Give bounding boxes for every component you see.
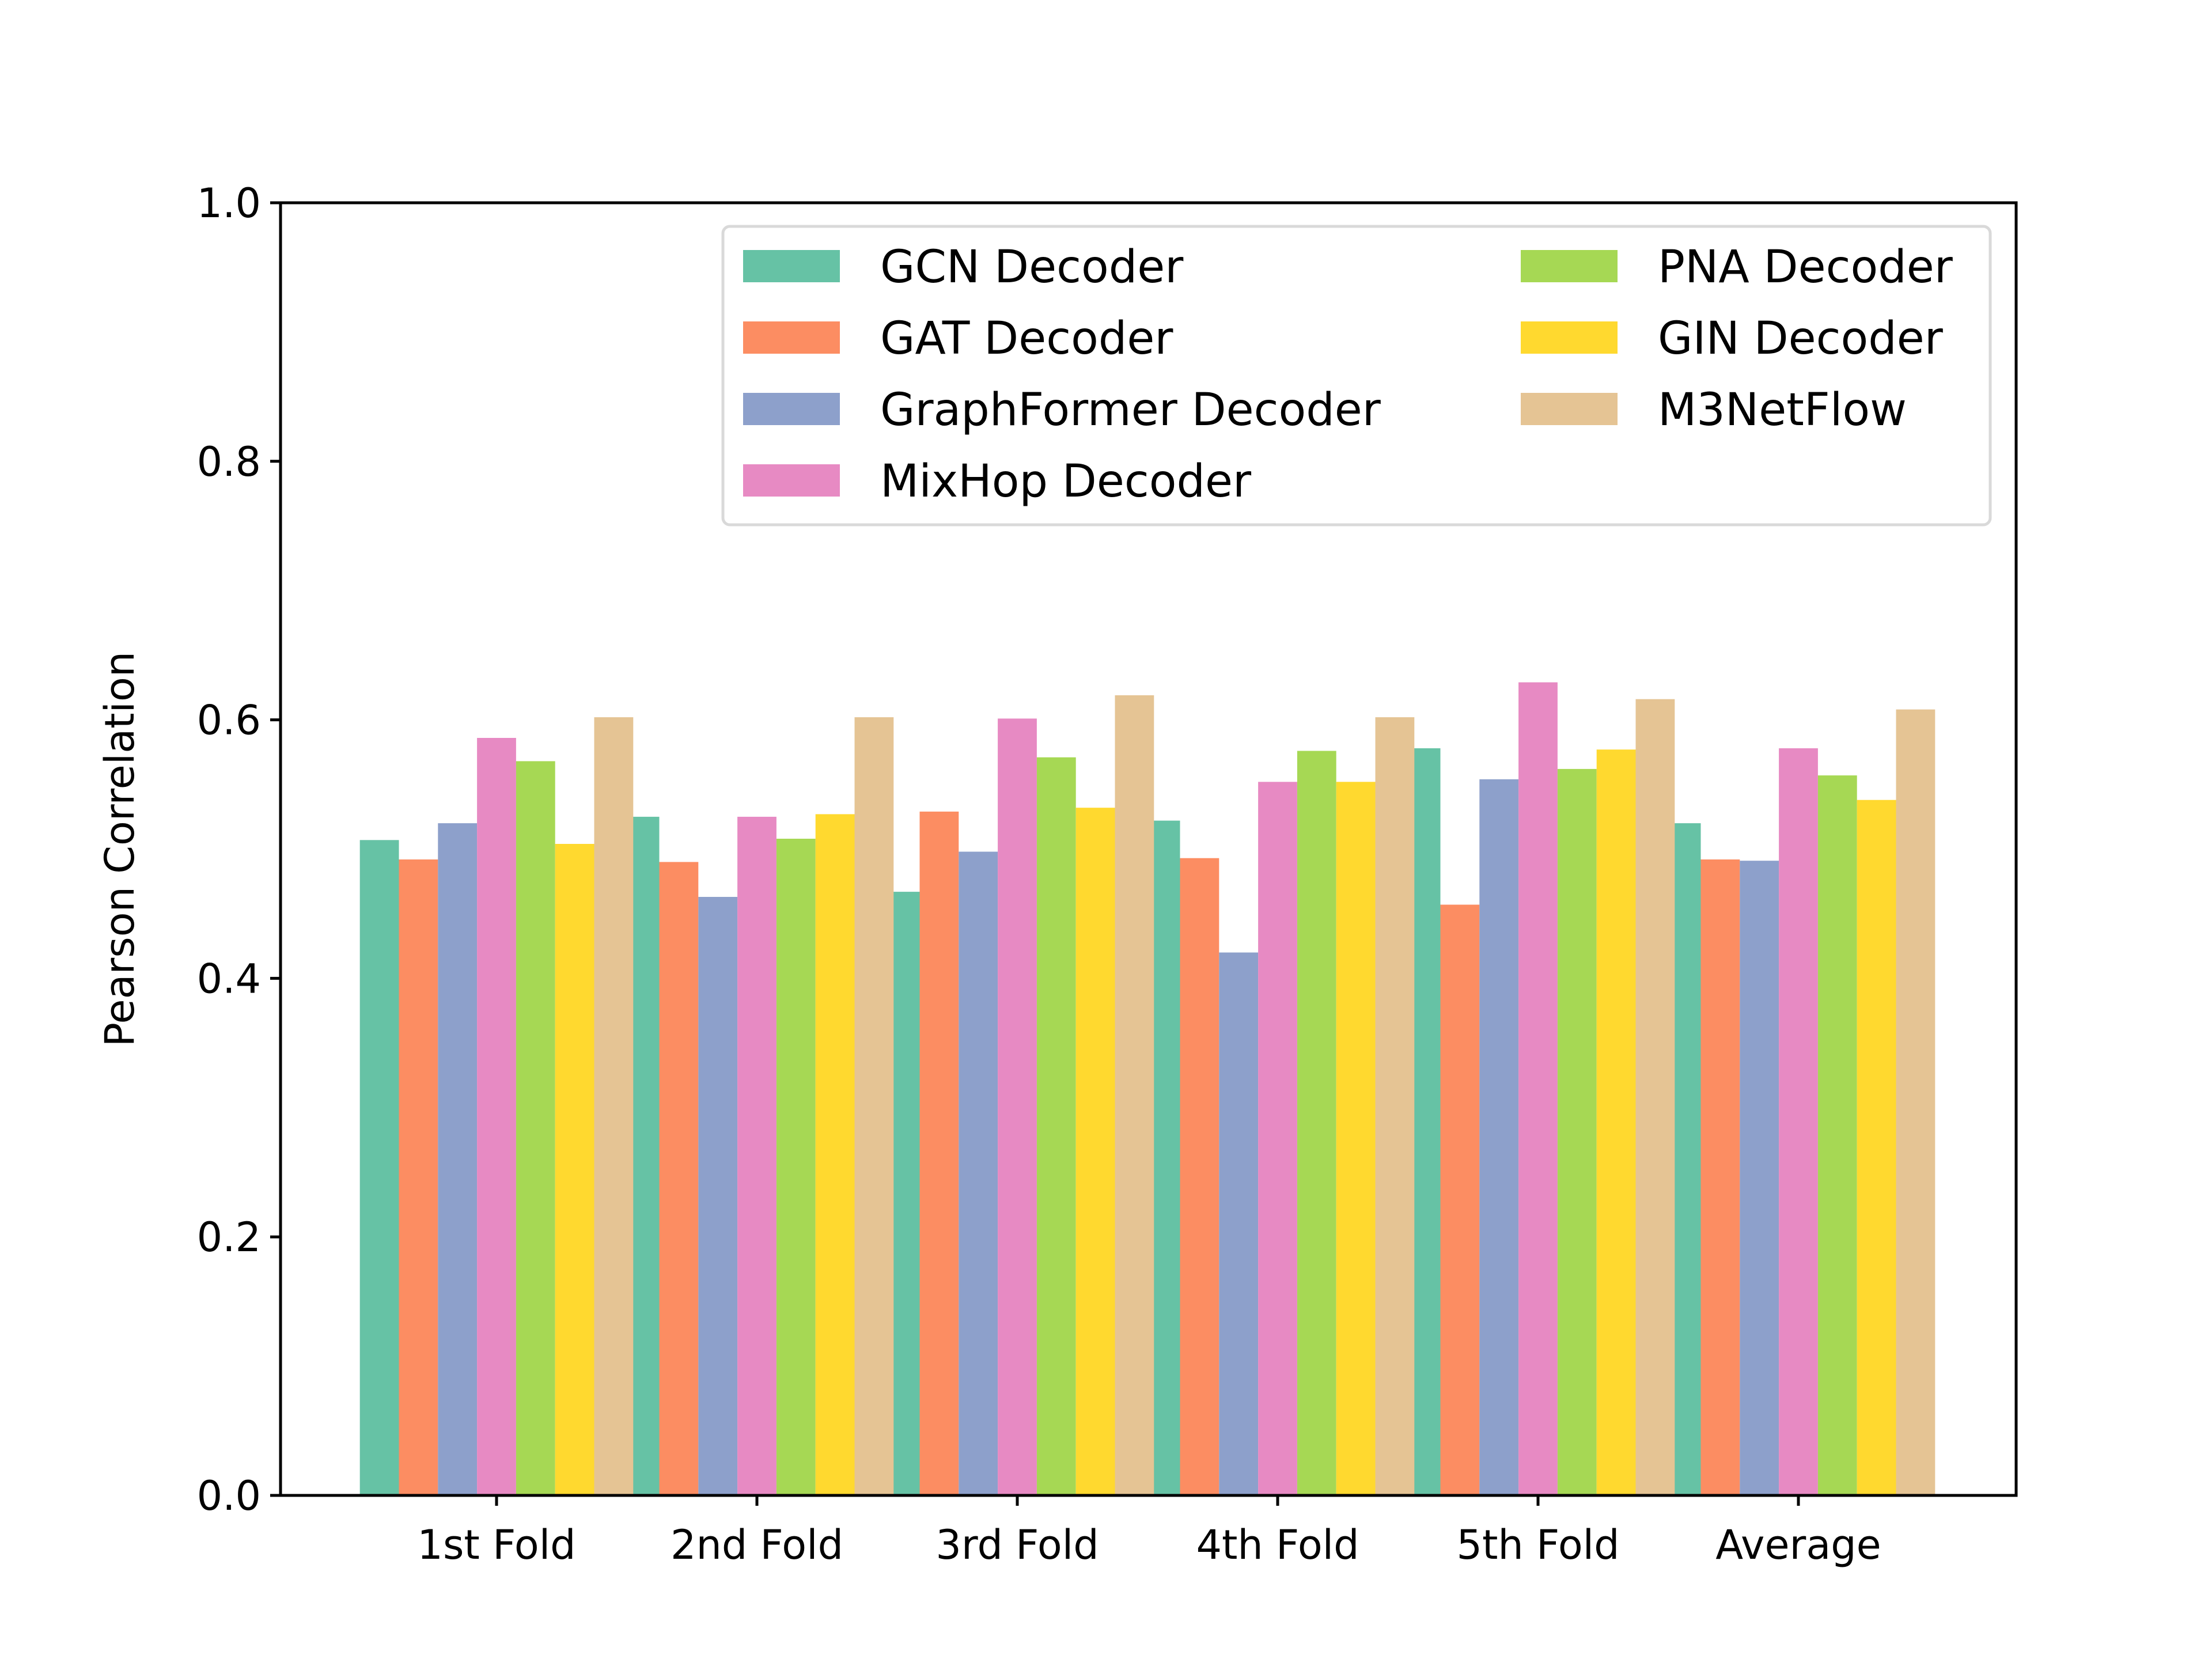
bar-gat-decoder-2nd-fold	[659, 862, 699, 1495]
legend-swatch-gat-decoder	[743, 321, 840, 354]
bar-m3netflow-1st-fold	[594, 717, 634, 1495]
bar-mixhop-decoder-average	[1779, 748, 1818, 1495]
bar-graphformer-decoder-1st-fold	[438, 823, 478, 1495]
bar-mixhop-decoder-1st-fold	[477, 738, 516, 1495]
legend-label: GAT Decoder	[880, 313, 1173, 365]
bar-gin-decoder-5th-fold	[1596, 749, 1636, 1495]
bar-graphformer-decoder-average	[1740, 861, 1779, 1495]
bar-gin-decoder-average	[1857, 800, 1896, 1495]
bar-pna-decoder-2nd-fold	[776, 839, 816, 1495]
bar-gat-decoder-4th-fold	[1180, 858, 1219, 1495]
bar-gin-decoder-4th-fold	[1336, 782, 1376, 1495]
y-tick-label: 0.4	[197, 955, 261, 1002]
legend-swatch-pna-decoder	[1521, 250, 1618, 282]
bar-pna-decoder-1st-fold	[516, 761, 555, 1495]
y-tick-label: 0.8	[197, 438, 261, 486]
bar-m3netflow-5th-fold	[1635, 699, 1675, 1495]
bar-pna-decoder-3rd-fold	[1036, 757, 1076, 1495]
plot-frame	[279, 201, 2018, 1497]
bar-gin-decoder-2nd-fold	[815, 814, 855, 1495]
bar-graphformer-decoder-3rd-fold	[959, 851, 998, 1495]
y-tick-label: 0.6	[197, 697, 261, 744]
bar-graphformer-decoder-4th-fold	[1219, 952, 1259, 1495]
y-axis-label: Pearson Correlation	[96, 652, 143, 1047]
bar-gat-decoder-average	[1700, 859, 1740, 1495]
x-tick-label: 4th Fold	[1196, 1521, 1359, 1569]
x-tick-label: 5th Fold	[1456, 1521, 1619, 1569]
legend-swatch-gin-decoder	[1521, 321, 1618, 354]
bar-mixhop-decoder-3rd-fold	[998, 718, 1037, 1495]
legend-frame	[721, 225, 1992, 527]
y-tick-label: 1.0	[197, 180, 261, 227]
bar-pna-decoder-4th-fold	[1297, 751, 1336, 1495]
bar-gin-decoder-3rd-fold	[1075, 808, 1115, 1495]
bar-mixhop-decoder-4th-fold	[1258, 782, 1297, 1495]
legend-swatch-mixhop-decoder	[743, 464, 840, 497]
legend: GCN Decoder GAT Decoder GraphFormer Decode…	[721, 225, 1992, 527]
legend-label: GraphFormer Decoder	[880, 384, 1381, 436]
bar-m3netflow-3rd-fold	[1115, 695, 1154, 1495]
bar-m3netflow-4th-fold	[1375, 717, 1415, 1495]
bar-gin-decoder-1st-fold	[555, 844, 594, 1495]
legend-label: M3NetFlow	[1658, 384, 1907, 436]
y-tick-label: 0.2	[197, 1214, 261, 1261]
legend-swatch-graphformer-decoder	[743, 393, 840, 425]
legend-label: GCN Decoder	[880, 241, 1184, 293]
bar-pna-decoder-5th-fold	[1557, 768, 1597, 1495]
legend-swatch-m3netflow	[1521, 393, 1618, 425]
bar-gat-decoder-1st-fold	[399, 859, 438, 1495]
bar-gat-decoder-5th-fold	[1440, 904, 1480, 1495]
bar-gat-decoder-3rd-fold	[919, 811, 959, 1495]
x-tick-label: 2nd Fold	[671, 1521, 843, 1569]
bars-group	[359, 682, 1936, 1495]
y-axis: 0.0 0.2 0.4 0.6 0.8 1.0	[197, 180, 281, 1520]
legend-label: GIN Decoder	[1658, 313, 1944, 365]
x-tick-label: 1st Fold	[417, 1521, 575, 1569]
legend-label: MixHop Decoder	[880, 456, 1252, 507]
legend-label: PNA Decoder	[1658, 241, 1953, 293]
bar-graphformer-decoder-2nd-fold	[698, 897, 738, 1495]
x-tick-label: Average	[1715, 1521, 1881, 1569]
x-axis: 1st Fold 2nd Fold 3rd Fold 4th Fold 5th Fold…	[417, 1495, 1881, 1569]
legend-swatch-gcn-decoder	[743, 250, 840, 282]
y-tick-label: 0.0	[197, 1472, 261, 1520]
bar-m3netflow-2nd-fold	[854, 717, 894, 1495]
x-tick-label: 3rd Fold	[935, 1521, 1099, 1569]
bar-graphformer-decoder-5th-fold	[1479, 779, 1519, 1495]
bar-pna-decoder-average	[1817, 775, 1857, 1495]
bar-mixhop-decoder-5th-fold	[1518, 682, 1558, 1495]
bar-m3netflow-average	[1896, 709, 1936, 1495]
bar-gcn-decoder-1st-fold	[359, 840, 399, 1495]
bar-mixhop-decoder-2nd-fold	[737, 816, 777, 1495]
